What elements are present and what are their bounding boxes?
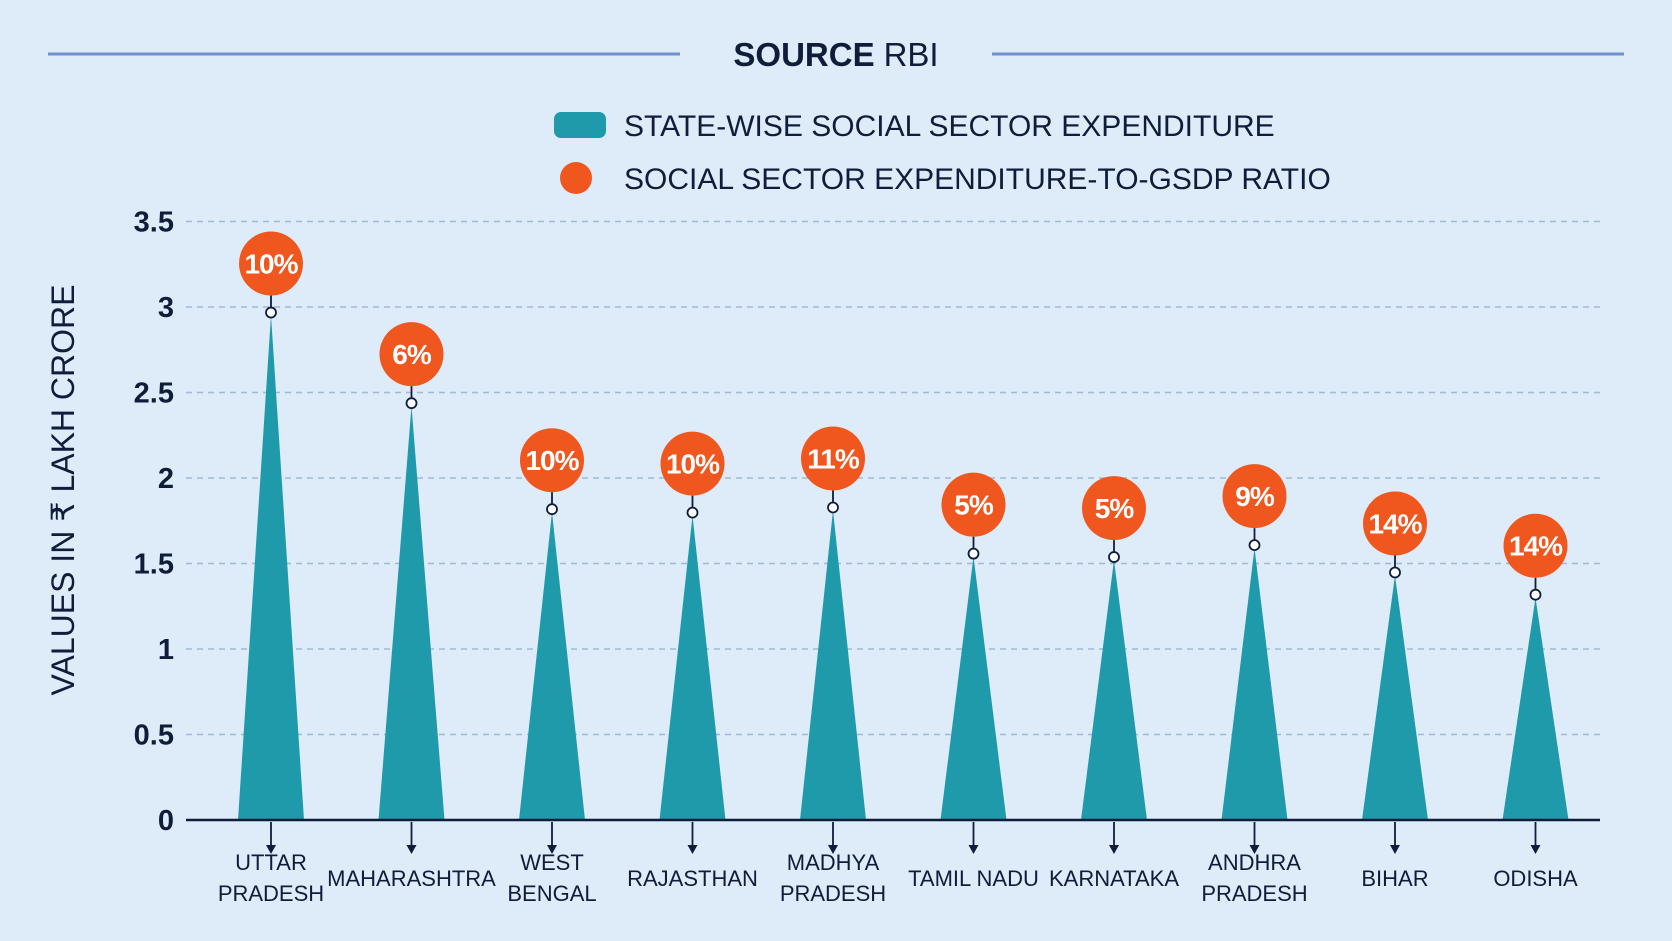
bar-tip-dot-0 [265,306,277,319]
x-tick-label-line: BIHAR [1361,866,1428,891]
x-tick-arrow-6 [1109,845,1119,854]
source-prefix: SOURCE [733,36,874,73]
x-tick-label-line: BENGAL [507,881,596,906]
ratio-label-3: 10% [666,449,720,480]
bar-8 [1362,575,1428,820]
x-tick-arrow-2 [547,845,557,854]
x-tick-label-line: ANDHRA [1208,850,1301,875]
legend-bar-label: STATE-WISE SOCIAL SECTOR EXPENDITURE [624,110,1275,143]
bar-4 [800,510,866,820]
bar-6 [1081,560,1147,820]
bar-2 [519,512,585,820]
x-tick-label-6: KARNATAKA [1049,866,1179,891]
bars [238,315,1569,820]
x-tick-label-line: UTTAR [235,850,307,875]
y-tick-label-3: 1.5 [134,549,174,581]
source-label: SOURCE RBI [733,36,938,73]
y-axis-label: VALUES IN ₹ LAKH CRORE [45,285,81,696]
ratio-marker-8 [1363,491,1427,556]
bar-tip-dot-5 [967,547,980,560]
x-tick-label-0: UTTAR PRADESH [218,850,324,906]
x-tick-arrow-7 [1249,845,1260,854]
ratio-label-4: 11% [807,443,860,474]
x-tick-label-line: WEST [520,850,584,875]
bar-tip-dot-4 [827,501,839,514]
ratio-marker-2 [520,428,584,493]
x-tick-label-line: PRADESH [218,881,324,906]
ratio-label-2: 10% [525,445,579,476]
x-tick-label-8: BIHAR [1361,866,1428,891]
bar-9 [1502,597,1569,820]
x-tick-label-line: MAHARASHTRA [327,866,496,891]
ratio-marker-4 [801,426,865,491]
bar-tip-dot-6 [1108,551,1120,563]
bar-3 [659,515,726,820]
bar-0 [238,315,304,820]
x-tick-label-line: MADHYA [787,850,880,875]
x-tick-label-line: RAJASTHAN [627,866,758,891]
x-tick-arrow-4 [828,845,838,854]
legend-dot-swatch [560,162,592,194]
x-tick-label-1: MAHARASHTRA [327,866,496,891]
x-tick-label-line: TAMIL NADU [908,866,1039,891]
bar-1 [378,406,445,820]
x-tick-arrow-1 [406,845,417,854]
ratio-marker-3 [660,431,725,496]
x-tick-label-line: KARNATAKA [1049,866,1179,891]
ratio-marker-5 [941,472,1006,537]
x-tick-label-9: ODISHA [1493,866,1578,891]
ratio-marker-1 [379,322,444,387]
y-tick-label-6: 3 [158,292,174,324]
source-name: RBI [884,36,939,73]
x-tick-arrow-3 [687,845,698,854]
ratio-label-7: 9% [1235,481,1275,512]
ratio-label-9: 14% [1509,531,1563,562]
bar-tip-dot-2 [546,503,558,516]
legend: STATE-WISE SOCIAL SECTOR EXPENDITURE SOC… [554,110,1331,196]
y-tick-labels: 0 0.5 1 1.5 2 2.5 3 3.5 [134,207,174,838]
bar-tip-dot-1 [405,397,418,410]
x-tick-label-2: WEST BENGAL [507,850,596,906]
ratio-label-6: 5% [1095,493,1135,524]
y-tick-label-2: 1 [158,634,174,666]
x-tick-label-line: ODISHA [1493,866,1578,891]
y-tick-label-0: 0 [158,805,174,837]
ratio-marker-6 [1082,476,1146,541]
x-tick-label-line: PRADESH [1201,881,1307,906]
x-tick-arrow-0 [266,845,276,854]
ratio-marker-7 [1222,464,1287,529]
bar-tip-dot-9 [1529,588,1542,601]
ratio-markers: 10% 6% 10% 10% 11% 5% 5% 9% 14% 14% [239,231,1568,601]
bar-tip-dot-7 [1248,539,1261,552]
ratio-label-8: 14% [1368,508,1422,539]
x-tick-label-7: ANDHRA PRADESH [1201,850,1307,906]
bar-5 [940,556,1007,820]
x-tick-label-3: RAJASTHAN [627,866,758,891]
bar-7 [1221,548,1288,820]
bar-tip-dot-8 [1389,566,1401,579]
x-tick-arrow-8 [1390,845,1400,854]
y-tick-label-7: 3.5 [134,207,174,239]
ratio-label-0: 10% [244,249,298,280]
ratio-marker-0 [239,231,303,296]
y-tick-label-5: 2.5 [134,378,174,410]
ratio-label-1: 6% [392,339,432,370]
legend-dot-label: SOCIAL SECTOR EXPENDITURE-TO-GSDP RATIO [624,163,1331,196]
legend-bar-swatch [554,112,606,138]
header: SOURCE RBI [48,36,1624,73]
x-tick-arrow-5 [968,845,979,854]
x-axis [186,818,1600,854]
x-tick-label-line: PRADESH [780,881,886,906]
y-tick-label-4: 2 [158,463,174,495]
x-tick-arrow-9 [1530,845,1541,854]
ratio-marker-9 [1503,513,1568,578]
y-tick-label-1: 0.5 [134,720,174,752]
x-tick-label-5: TAMIL NADU [908,866,1039,891]
ratio-label-5: 5% [954,490,994,521]
bar-tip-dot-3 [686,506,699,519]
x-tick-label-4: MADHYA PRADESH [780,850,886,906]
